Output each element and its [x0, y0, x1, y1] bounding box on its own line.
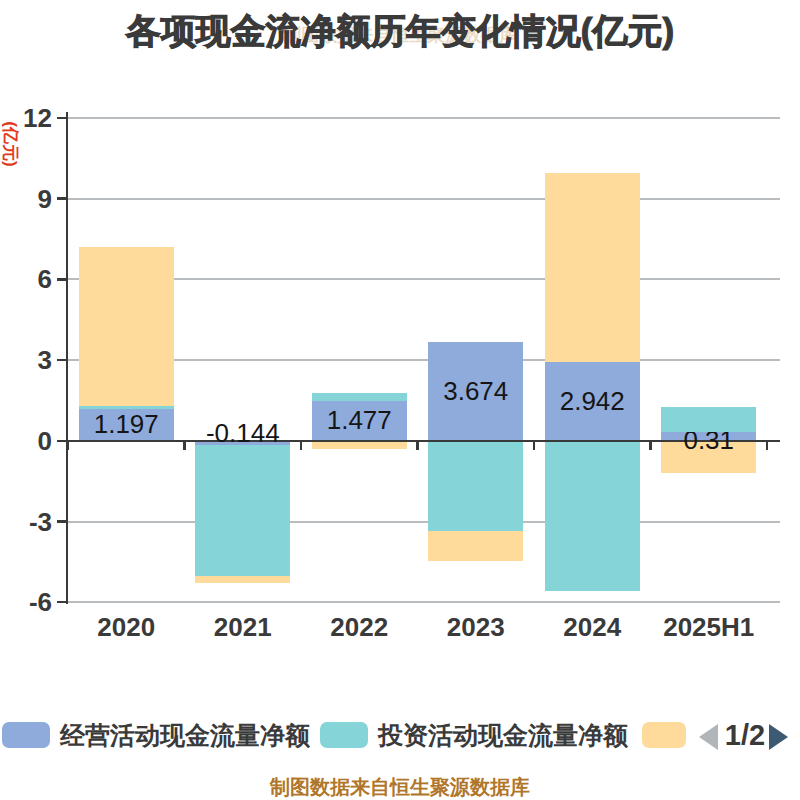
gridline--3: [67, 521, 780, 523]
gridline-3: [67, 359, 780, 361]
gridline-9: [67, 198, 780, 200]
gridline-6: [67, 278, 780, 280]
legend-swatch-operating[interactable]: [2, 722, 50, 748]
legend-label-investing[interactable]: 投资活动现金流量净额: [378, 722, 628, 749]
bar-2024-investing: [545, 441, 640, 591]
y-tick-label: -3: [0, 509, 52, 535]
y-tick-label: -6: [0, 589, 52, 615]
pager-prev-icon[interactable]: [699, 724, 718, 750]
y-tick-label: 0: [0, 428, 52, 454]
pager-next-icon[interactable]: [769, 724, 788, 750]
bar-value-label: 1.477: [279, 407, 439, 434]
legend-swatch-investing[interactable]: [320, 722, 368, 748]
bar-value-label: 2.942: [512, 388, 672, 415]
bar-2020-financing: [79, 247, 174, 407]
pager-indicator: 1/2: [722, 719, 768, 751]
legend-label-operating[interactable]: 经营活动现金流量净额: [60, 722, 310, 749]
gridline--6: [67, 601, 780, 603]
bar-2021-financing: [195, 576, 290, 583]
bar-2023-investing: [428, 441, 523, 531]
bar-2025H1-investing: [661, 407, 756, 432]
bar-2024-financing: [545, 173, 640, 362]
chart-title: 各项现金流净额历年变化情况(亿元): [0, 8, 800, 55]
y-tick-label: 12: [0, 105, 52, 131]
y-tick-label: 3: [0, 347, 52, 373]
x-tick: [533, 442, 536, 450]
bottom-watermark: 制图数据来自恒生聚源数据库: [0, 774, 800, 800]
bar-2023-financing: [428, 531, 523, 561]
x-axis-label-2025H1: 2025H1: [629, 612, 789, 642]
y-tick-label: 6: [0, 266, 52, 292]
legend-swatch-financing[interactable]: [642, 722, 686, 748]
bar-2022-financing: [312, 441, 407, 449]
bar-2021-investing: [195, 445, 290, 577]
x-tick: [416, 442, 419, 450]
y-axis-spine: [66, 112, 69, 604]
bar-2022-investing: [312, 393, 407, 401]
x-tick: [67, 442, 70, 450]
y-tick-label: 9: [0, 186, 52, 212]
gridline-12: [67, 117, 780, 119]
